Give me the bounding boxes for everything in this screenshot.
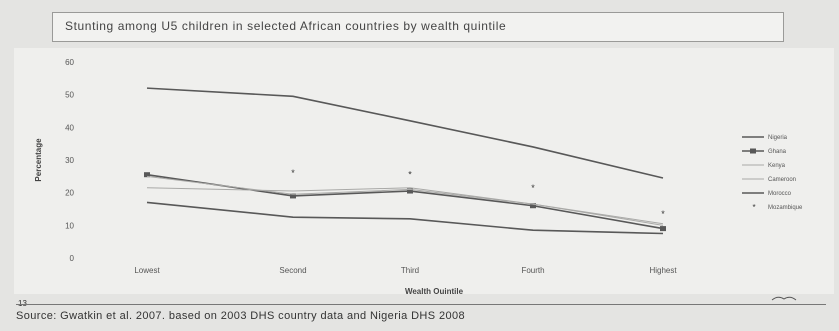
y-tick-label: 50 — [65, 91, 74, 100]
line-chart: 60 50 40 30 20 10 0 Percentage Lowest Second Third… — [34, 58, 803, 294]
legend-label: Morocco — [768, 191, 792, 197]
x-tick-label: Fourth — [521, 266, 544, 275]
chart-title: Stunting among U5 children in selected A… — [65, 19, 507, 33]
x-tick-label: Second — [279, 266, 306, 275]
y-tick-label: 0 — [70, 254, 75, 263]
y-tick-label: 30 — [65, 156, 74, 165]
legend-label: Cameroon — [768, 177, 796, 183]
data-point-star: * — [661, 209, 665, 219]
y-tick-label: 60 — [65, 58, 74, 67]
legend-label: Nigeria — [768, 135, 788, 141]
data-point-star: * — [291, 168, 295, 178]
data-point — [144, 172, 150, 178]
plot-area: 60 50 40 30 20 10 0 Percentage Lowest Second Third… — [14, 48, 834, 294]
y-tick-label: 20 — [65, 189, 74, 198]
data-point-star: * — [531, 183, 535, 193]
legend-marker: * — [752, 203, 755, 212]
legend-marker — [750, 148, 756, 154]
legend-label: Kenya — [768, 163, 786, 169]
y-tick-label: 10 — [65, 221, 74, 230]
series-line-cameroon — [146, 175, 664, 226]
source-citation: Source: Gwatkin et al. 2007. based on 20… — [16, 304, 826, 324]
series-line-nigeria — [146, 87, 664, 179]
data-point — [290, 193, 296, 199]
series-line-kenya — [146, 187, 664, 225]
x-tick-label: Lowest — [134, 266, 160, 275]
x-tick-label: Third — [401, 266, 419, 275]
x-axis-title: Wealth Quintile — [405, 287, 464, 294]
y-axis-title: Percentage — [34, 138, 43, 182]
legend-label: Ghana — [768, 149, 787, 155]
data-point-star: * — [408, 170, 412, 180]
logo-icon — [771, 296, 797, 301]
data-point — [530, 203, 536, 209]
legend-label: Mozambique — [768, 205, 803, 211]
data-point — [660, 226, 666, 232]
series-line-morocco — [146, 201, 664, 235]
y-tick-label: 40 — [65, 123, 74, 132]
data-point — [407, 188, 413, 194]
series-line-ghana — [146, 173, 664, 230]
x-tick-label: Highest — [649, 266, 677, 275]
page-number: 13 — [18, 299, 27, 308]
chart-title-box: Stunting among U5 children in selected A… — [52, 12, 784, 42]
